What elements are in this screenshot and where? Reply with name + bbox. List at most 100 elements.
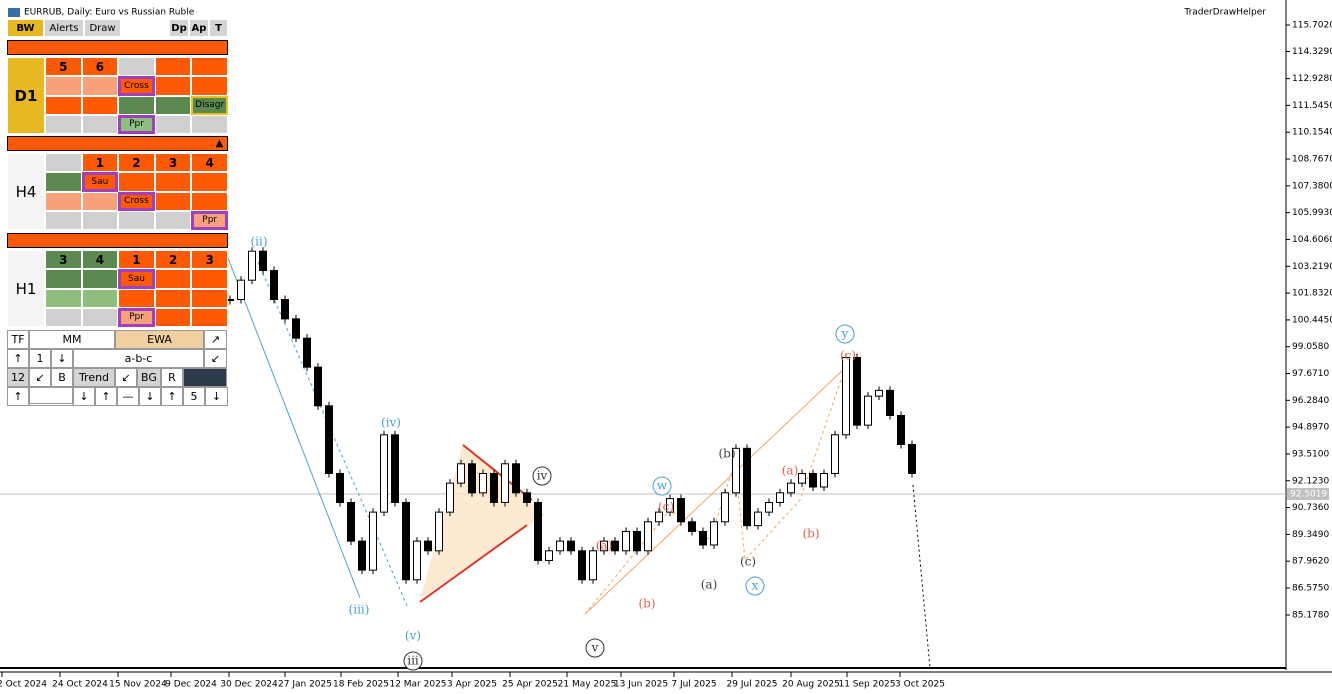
wave-label: (v): [405, 629, 421, 643]
price-tick-label: 103.2190: [1292, 262, 1332, 272]
signal-cell: [154, 57, 192, 77]
candle: [578, 550, 586, 581]
candle: [281, 299, 289, 320]
control-button[interactable]: ↙: [204, 349, 227, 368]
timeframe-label[interactable]: H1: [7, 250, 45, 327]
candle: [886, 389, 894, 416]
toolbar-button[interactable]: T: [209, 19, 228, 37]
signal-cell[interactable]: 3: [191, 250, 228, 270]
toolbar-button[interactable]: Dp: [169, 19, 189, 37]
toolbar-button[interactable]: Alerts: [44, 19, 84, 37]
candle: [699, 530, 707, 546]
current-price-box: [1287, 488, 1329, 500]
control-button[interactable]: a-b-c: [73, 349, 204, 368]
control-button[interactable]: 5: [183, 387, 205, 406]
candle: [292, 318, 300, 339]
price-tick-label: 97.6710: [1292, 369, 1329, 379]
signal-cell[interactable]: Ppr: [118, 307, 155, 327]
control-button[interactable]: EWA: [115, 330, 204, 349]
signal-cell[interactable]: Cross: [118, 76, 155, 96]
timeframe-label[interactable]: H4: [7, 153, 45, 230]
signal-cell[interactable]: 1: [118, 250, 155, 270]
timeframe-label[interactable]: D1: [7, 57, 45, 134]
candle: [402, 501, 410, 581]
date-tick-label: 11 Sep 2025: [838, 680, 895, 690]
candle: [248, 250, 256, 281]
signal-cell[interactable]: Cross: [118, 191, 155, 211]
wave-label: (iv): [381, 416, 401, 430]
signal-cell: [81, 76, 119, 96]
candle: [446, 482, 454, 513]
price-tick-label: 107.3800: [1292, 181, 1332, 191]
candles: [226, 247, 916, 584]
toolbar-blank: [121, 19, 169, 37]
trend-line: [462, 444, 533, 501]
control-button[interactable]: 1: [29, 349, 51, 368]
control-button[interactable]: ↑: [95, 387, 117, 406]
window-title: EURRUB, Daily: Euro vs Russian Ruble: [24, 8, 195, 18]
control-button[interactable]: ↑: [7, 387, 29, 406]
control-button[interactable]: ↓: [139, 387, 161, 406]
control-button[interactable]: ↓: [205, 387, 228, 406]
signal-cell[interactable]: 6: [81, 57, 119, 77]
control-button[interactable]: ↙: [115, 368, 137, 387]
wave-label: (a): [782, 464, 799, 478]
signal-cell[interactable]: 3: [154, 153, 192, 173]
signal-cell[interactable]: 1: [81, 153, 119, 173]
date-tick-label: 13 Jun 2025: [614, 680, 668, 690]
control-button[interactable]: ↑: [7, 349, 29, 368]
signal-cell[interactable]: 3: [45, 250, 82, 270]
control-button[interactable]: Trend: [73, 368, 115, 387]
wave-label: (ii): [250, 235, 267, 249]
control-button[interactable]: MM: [29, 330, 115, 349]
signal-cell: [191, 114, 228, 134]
signal-cell[interactable]: Ppr: [191, 210, 228, 230]
signal-cell: [191, 288, 228, 308]
wave-label: iii: [407, 654, 419, 668]
candle: [611, 540, 619, 552]
signal-cell[interactable]: 5: [45, 57, 82, 77]
wave-label: (c): [658, 500, 674, 514]
control-button[interactable]: ↗: [204, 330, 227, 349]
control-button[interactable]: BG: [137, 368, 161, 387]
indicator-name: TraderDrawHelper: [1183, 8, 1266, 18]
control-button[interactable]: TF: [7, 330, 29, 349]
date-tick-label: 25 Apr 2025: [502, 680, 558, 690]
signal-cell: [191, 269, 228, 289]
toolbar-button[interactable]: Ap: [189, 19, 209, 37]
control-button[interactable]: ↙: [29, 368, 51, 387]
control-button: [29, 387, 73, 406]
control-button[interactable]: 12: [7, 368, 29, 387]
signal-cell: [118, 95, 155, 115]
signal-cell[interactable]: 2: [118, 153, 155, 173]
signal-cell[interactable]: Ppr: [118, 114, 155, 134]
candle: [633, 530, 641, 552]
control-button[interactable]: —: [117, 387, 139, 406]
control-button[interactable]: ↑: [161, 387, 183, 406]
signal-cell[interactable]: 4: [81, 250, 119, 270]
date-tick-label: 29 Jul 2025: [727, 680, 778, 690]
control-button[interactable]: B: [51, 368, 73, 387]
wave-label: (iii): [349, 603, 370, 617]
candle: [380, 434, 388, 513]
toolbar-button[interactable]: Draw: [84, 19, 121, 37]
control-button[interactable]: R: [161, 368, 183, 387]
signal-cell[interactable]: 4: [191, 153, 228, 173]
price-tick-label: 94.8970: [1292, 423, 1329, 433]
control-button[interactable]: ↓: [73, 387, 95, 406]
section-marker[interactable]: ▲: [215, 138, 224, 149]
signal-cell[interactable]: Disagr: [191, 95, 228, 115]
signal-cell: [45, 95, 82, 115]
signal-cell[interactable]: Sau: [81, 172, 119, 192]
signal-cell: [191, 307, 228, 327]
toolbar-button[interactable]: BW: [7, 19, 44, 37]
wave-label: iv: [537, 469, 548, 483]
signal-cell: [118, 210, 155, 230]
signal-cell[interactable]: 2: [154, 250, 192, 270]
signal-cell[interactable]: Sau: [118, 269, 155, 289]
signal-cell: [81, 114, 119, 134]
price-tick-label: 112.9280: [1292, 74, 1332, 84]
control-button[interactable]: ↓: [51, 349, 73, 368]
price-tick-label: 114.3290: [1292, 47, 1332, 57]
candle: [743, 447, 751, 527]
